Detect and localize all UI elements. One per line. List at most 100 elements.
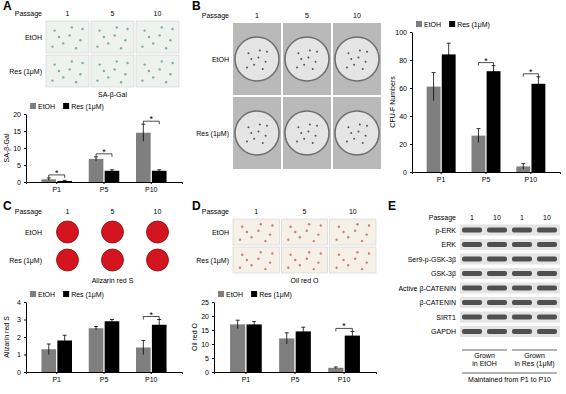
stained-cell	[239, 267, 241, 269]
error-cap	[236, 320, 240, 321]
legend-label: EtOH	[38, 291, 55, 298]
passage-number: 10	[154, 10, 162, 17]
micrograph	[330, 219, 376, 245]
x-tick-label: P1	[242, 376, 251, 383]
legend: EtOHRes (1μM)	[416, 21, 490, 29]
colony	[297, 52, 299, 54]
micrograph	[91, 21, 134, 53]
bar	[57, 181, 72, 182]
error-cap	[432, 72, 436, 73]
stained-cell	[98, 63, 100, 65]
colony	[262, 68, 264, 70]
y-tick-mark	[24, 114, 26, 115]
well	[147, 249, 169, 271]
image-cell	[136, 55, 179, 87]
y-tick-label: 60	[399, 85, 407, 92]
x-tick-mark	[486, 172, 487, 174]
blot-row-label: GSK-3β	[431, 270, 456, 278]
legend-label: EtOH	[38, 103, 55, 110]
stained-cell	[264, 240, 266, 242]
error-line	[48, 344, 49, 355]
y-tick-label: 2	[17, 334, 21, 341]
colony	[350, 58, 352, 60]
bar	[105, 171, 120, 182]
stained-cell	[75, 47, 77, 49]
colony	[307, 131, 309, 133]
image-cell	[281, 219, 327, 245]
error-line	[143, 124, 144, 141]
error-bar	[447, 43, 451, 65]
colony	[296, 67, 298, 69]
x-tick-label: P5	[482, 176, 491, 183]
x-tick-label: P5	[291, 376, 300, 383]
y-tick: 10	[13, 145, 26, 152]
image-cell	[91, 55, 134, 87]
error-bar	[157, 170, 161, 172]
group-label: Grown	[474, 352, 495, 359]
error-bar	[47, 344, 51, 355]
error-line	[538, 77, 539, 91]
error-bar	[94, 327, 98, 331]
image-cell	[102, 249, 124, 271]
blot-band	[462, 257, 482, 262]
row-label: EtOH	[25, 229, 42, 236]
y-tick: 3	[17, 316, 26, 323]
bar-chart: P1P5P10020406080100CFU-F NumbersEtOHRes …	[389, 21, 561, 183]
blot-strip	[460, 326, 560, 337]
blot-band	[537, 242, 557, 247]
stained-cell	[313, 240, 315, 242]
micrograph	[91, 55, 134, 87]
stained-cell	[143, 63, 145, 65]
y-tick-mark	[24, 337, 26, 338]
x-tick-mark	[104, 372, 105, 374]
bar	[152, 171, 167, 182]
colony	[365, 135, 367, 137]
passage-label: Passage	[15, 10, 42, 18]
colony	[359, 49, 361, 51]
y-tick-mark	[24, 302, 26, 303]
blot-band	[487, 315, 507, 320]
x-tick-mark	[151, 182, 152, 184]
passage-number: 1	[66, 208, 70, 215]
colony	[315, 135, 317, 137]
x-tick-mark	[530, 172, 531, 174]
legend-label: Res (1μM)	[71, 291, 104, 299]
stained-cell	[361, 268, 363, 270]
image-background	[333, 97, 381, 169]
image-background	[233, 97, 281, 169]
y-tick-mark	[212, 344, 214, 345]
error-cap	[63, 335, 67, 336]
error-line	[48, 178, 49, 181]
stained-cell	[165, 81, 167, 83]
plot-marks	[41, 124, 166, 182]
bar	[230, 324, 245, 372]
y-tick: 20	[399, 141, 412, 148]
stained-cell	[294, 231, 296, 233]
x-tick-mark	[151, 372, 152, 374]
bar-chart: P1P5P1005101520SA-β-GalEtOHRes (1μM)***	[3, 103, 183, 193]
stained-cell	[79, 73, 81, 75]
colony	[346, 67, 348, 69]
colony	[366, 51, 368, 53]
significance-mark: *	[529, 67, 533, 77]
colony	[247, 52, 249, 54]
y-axis-title: Oil red O	[191, 322, 198, 351]
blot-band	[462, 286, 482, 291]
error-cap	[110, 319, 114, 320]
image-background	[233, 23, 281, 95]
image-cell	[91, 21, 134, 53]
stained-cell	[158, 68, 160, 70]
significance-mark: *	[102, 147, 106, 157]
x-tick: P10	[145, 182, 158, 193]
blot-band	[487, 257, 507, 262]
y-tick-label: 40	[399, 113, 407, 120]
y-axis-title: Alizarin red S	[3, 316, 10, 358]
group-label: Grown	[524, 352, 545, 359]
stained-cell	[79, 39, 81, 41]
legend: EtOH Res (1μM)	[30, 291, 104, 299]
significance-mark: *	[342, 321, 346, 331]
error-bar	[492, 66, 496, 77]
stained-cell	[124, 73, 126, 75]
stained-cell	[313, 268, 315, 270]
y-tick: 4	[17, 299, 26, 306]
